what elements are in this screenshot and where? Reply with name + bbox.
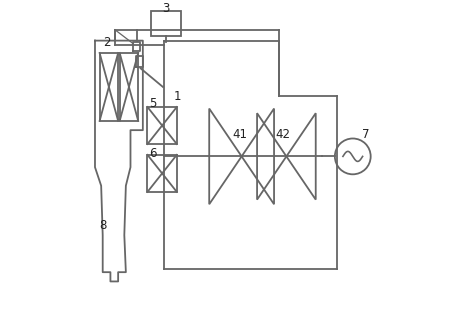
Text: 2: 2 bbox=[103, 36, 110, 49]
Text: 41: 41 bbox=[232, 128, 247, 141]
Bar bbox=[147, 155, 177, 192]
Text: 5: 5 bbox=[149, 97, 156, 110]
Text: 7: 7 bbox=[362, 128, 370, 141]
Text: 8: 8 bbox=[99, 219, 106, 232]
Bar bbox=[119, 53, 138, 121]
Bar bbox=[100, 53, 118, 121]
Text: 42: 42 bbox=[275, 128, 291, 141]
Text: 6: 6 bbox=[149, 147, 156, 160]
Bar bbox=[147, 107, 177, 144]
Text: 1: 1 bbox=[173, 90, 181, 103]
Bar bbox=[151, 11, 182, 36]
Text: 3: 3 bbox=[162, 2, 170, 15]
